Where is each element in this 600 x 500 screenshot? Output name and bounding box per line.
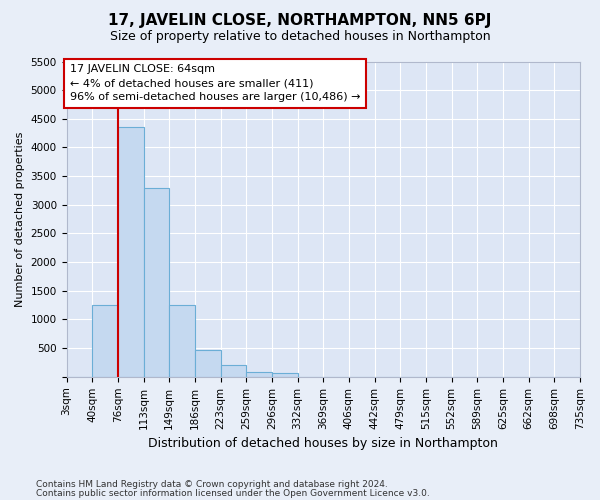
Bar xyxy=(195,350,221,377)
Text: 17, JAVELIN CLOSE, NORTHAMPTON, NN5 6PJ: 17, JAVELIN CLOSE, NORTHAMPTON, NN5 6PJ xyxy=(109,12,491,28)
Bar xyxy=(246,372,272,377)
Text: Contains public sector information licensed under the Open Government Licence v3: Contains public sector information licen… xyxy=(36,490,430,498)
Text: Contains HM Land Registry data © Crown copyright and database right 2024.: Contains HM Land Registry data © Crown c… xyxy=(36,480,388,489)
Bar xyxy=(272,372,298,377)
Bar xyxy=(169,304,195,377)
Bar xyxy=(118,128,143,377)
Y-axis label: Number of detached properties: Number of detached properties xyxy=(15,132,25,307)
X-axis label: Distribution of detached houses by size in Northampton: Distribution of detached houses by size … xyxy=(148,437,498,450)
Bar xyxy=(92,304,118,377)
Text: 17 JAVELIN CLOSE: 64sqm
← 4% of detached houses are smaller (411)
96% of semi-de: 17 JAVELIN CLOSE: 64sqm ← 4% of detached… xyxy=(70,64,360,102)
Bar xyxy=(143,188,169,377)
Text: Size of property relative to detached houses in Northampton: Size of property relative to detached ho… xyxy=(110,30,490,43)
Bar xyxy=(221,366,246,377)
